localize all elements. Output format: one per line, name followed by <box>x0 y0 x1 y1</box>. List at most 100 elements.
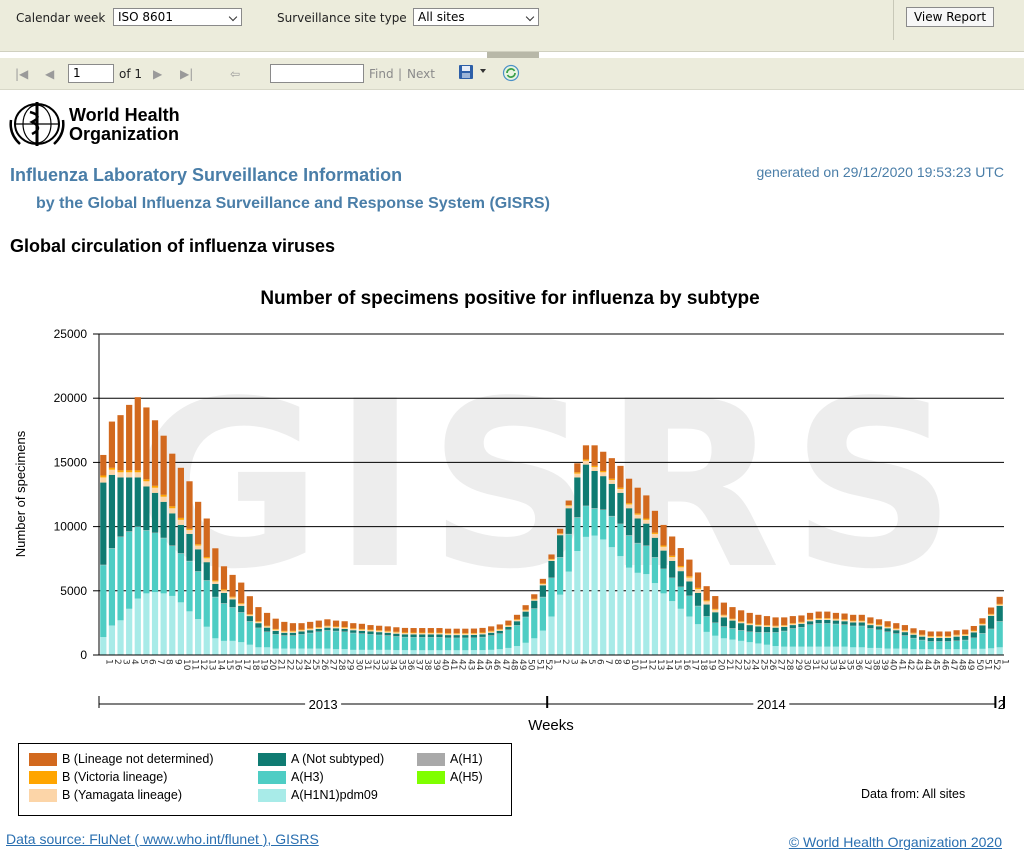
bar-segment <box>565 534 572 572</box>
bar-segment <box>875 626 883 630</box>
bar-segment <box>582 460 590 465</box>
bar-segment <box>832 646 840 655</box>
bar-segment <box>410 637 417 651</box>
export-save-icon[interactable] <box>458 64 474 80</box>
bar-segment <box>987 613 995 615</box>
bar-segment <box>651 532 659 534</box>
bar-segment <box>643 495 650 519</box>
bar-segment <box>531 594 538 599</box>
bar-segment <box>970 631 977 633</box>
bar-segment <box>944 649 952 655</box>
bar-segment <box>763 616 771 626</box>
bar-segment <box>996 603 1003 605</box>
x-tick-label: 4 <box>577 659 587 665</box>
bar-segment <box>453 635 460 638</box>
export-dropdown-icon[interactable] <box>480 69 486 73</box>
copyright-link[interactable]: © World Health Organization 2020 <box>788 834 1002 850</box>
bar-segment <box>901 648 908 655</box>
find-input[interactable] <box>270 64 364 83</box>
bar-segment <box>574 473 581 478</box>
bar-segment <box>781 627 788 631</box>
bar-segment <box>522 609 529 611</box>
calendar-week-value: ISO 8601 <box>118 10 173 24</box>
bar-segment <box>263 631 271 648</box>
bar-segment <box>539 583 546 584</box>
bar-segment <box>643 523 650 546</box>
view-report-button[interactable]: View Report <box>906 7 994 27</box>
bar-segment <box>789 623 796 626</box>
bar-segment <box>979 648 986 655</box>
x-tick-label: 10 <box>629 659 639 671</box>
bar-segment <box>246 614 253 615</box>
bar-segment <box>694 624 702 655</box>
bar-segment <box>617 465 624 488</box>
bar-segment <box>867 647 874 655</box>
bar-segment <box>410 650 417 655</box>
bar-segment <box>376 635 383 650</box>
bar-segment <box>539 585 546 597</box>
page-number-input[interactable]: 1 <box>68 64 114 83</box>
year-label: 2 <box>998 697 1005 712</box>
x-tick-label: 36 <box>405 659 415 671</box>
x-tick-label: 12 <box>198 659 208 670</box>
bar-segment <box>177 467 184 518</box>
previous-page-icon[interactable]: ◀ <box>45 67 55 81</box>
bar-segment <box>427 634 434 638</box>
bar-segment <box>539 583 546 586</box>
site-type-select[interactable]: All sites <box>413 8 539 26</box>
bar-segment <box>488 649 495 655</box>
bar-segment <box>358 629 365 631</box>
bar-segment <box>479 633 486 635</box>
bar-segment <box>220 590 228 593</box>
data-source-link[interactable]: Data source: FluNet ( www.who.int/flunet… <box>6 831 319 847</box>
bar-segment <box>591 467 598 471</box>
bar-segment <box>884 621 891 627</box>
bar-segment <box>134 526 141 599</box>
bar-segment <box>893 628 900 629</box>
bar-segment <box>824 619 831 624</box>
bar-segment <box>177 517 184 520</box>
bar-segment <box>195 501 202 545</box>
first-page-icon[interactable]: |◀ <box>15 67 29 81</box>
calendar-week-select[interactable]: ISO 8601 <box>113 8 242 26</box>
bar-segment <box>100 482 107 565</box>
next-page-icon[interactable]: ▶ <box>153 67 163 81</box>
find-link[interactable]: Find <box>369 67 394 81</box>
bar-segment <box>625 508 633 536</box>
bar-segment <box>117 536 124 621</box>
bar-segment <box>220 566 228 590</box>
bar-segment <box>453 638 460 651</box>
bar-segment <box>195 545 202 550</box>
refresh-icon[interactable] <box>502 64 520 82</box>
bar-segment <box>427 637 434 651</box>
bar-segment <box>108 469 116 475</box>
bar-segment <box>324 630 331 649</box>
bar-segment <box>367 631 374 635</box>
report-subtitle: by the Global Influenza Surveillance and… <box>36 195 550 212</box>
bar-segment <box>488 630 495 632</box>
bar-segment <box>987 629 995 649</box>
x-tick-label: 45 <box>483 659 493 670</box>
bar-segment <box>763 625 771 627</box>
bar-segment <box>755 626 762 633</box>
bar-segment <box>755 643 762 655</box>
bar-segment <box>582 536 590 655</box>
bar-segment <box>712 609 719 613</box>
collapse-handle[interactable] <box>487 52 539 58</box>
find-next-link[interactable]: Next <box>407 67 435 81</box>
bar-segment <box>927 636 934 637</box>
bar-segment <box>720 617 727 627</box>
chevron-down-icon <box>525 12 535 22</box>
bar-segment <box>436 628 443 633</box>
x-tick-label: 3 <box>121 659 131 665</box>
last-page-icon[interactable]: ▶| <box>180 67 194 81</box>
bar-segment <box>910 628 917 633</box>
bar-segment <box>944 641 952 650</box>
bar-segment <box>850 622 857 626</box>
back-icon[interactable]: ⇦ <box>230 67 241 81</box>
x-tick-label: 8 <box>164 659 174 665</box>
bar-segment <box>169 595 176 655</box>
bar-segment <box>126 470 133 473</box>
bar-segment <box>996 605 1003 622</box>
bar-segment <box>169 506 176 509</box>
